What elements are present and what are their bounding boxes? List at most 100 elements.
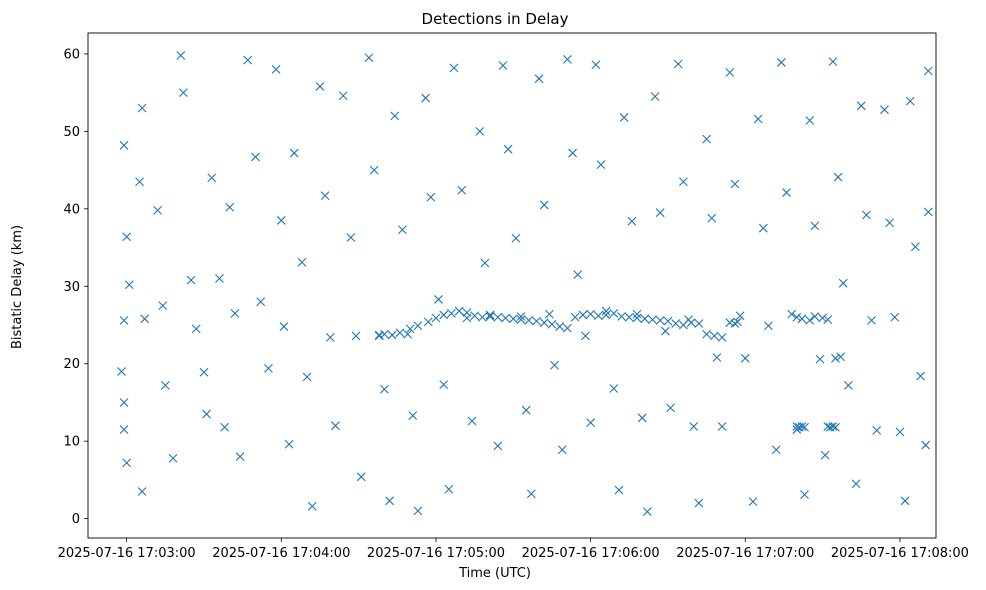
data-point: [655, 208, 665, 218]
data-point: [521, 405, 531, 415]
data-point: [617, 312, 626, 321]
data-point: [792, 312, 802, 322]
data-point: [457, 185, 467, 195]
x-tick-label: 2025-07-16 17:05:00: [367, 546, 505, 561]
data-point: [160, 381, 170, 390]
data-point: [805, 116, 815, 125]
data-point: [511, 233, 521, 243]
data-point: [140, 314, 150, 324]
data-point: [655, 315, 665, 325]
data-point: [117, 367, 126, 376]
y-tick-label: 30: [63, 280, 80, 295]
data-point: [524, 315, 534, 325]
data-point: [302, 372, 312, 382]
data-point: [493, 312, 503, 322]
data-point: [916, 371, 925, 381]
data-point: [315, 82, 325, 91]
data-point: [820, 450, 830, 460]
data-point: [910, 242, 920, 252]
data-point: [202, 409, 211, 419]
data-point: [648, 315, 657, 324]
data-point: [895, 427, 905, 437]
data-point: [730, 179, 740, 189]
data-point: [673, 59, 683, 69]
data-point: [831, 353, 840, 363]
x-tick-label: 2025-07-16 17:08:00: [831, 546, 969, 561]
x-tick-label: 2025-07-16 17:04:00: [212, 546, 350, 561]
data-point: [503, 144, 513, 154]
data-point: [178, 88, 188, 98]
data-point: [230, 308, 240, 318]
data-point: [833, 172, 843, 182]
data-point: [702, 329, 711, 339]
data-point: [449, 63, 459, 73]
data-point: [609, 384, 619, 393]
data-point: [426, 192, 436, 202]
data-point: [186, 275, 196, 285]
data-point: [498, 61, 508, 70]
data-point: [694, 498, 704, 508]
data-point: [387, 330, 397, 340]
data-point: [119, 425, 129, 434]
data-point: [447, 308, 456, 318]
data-point: [764, 321, 773, 331]
data-point: [642, 507, 652, 517]
data-point: [158, 301, 168, 311]
points-layer: [117, 51, 933, 517]
data-point: [220, 422, 229, 432]
data-point: [390, 111, 400, 121]
data-point: [137, 103, 147, 113]
y-tick-label: 0: [72, 512, 80, 527]
data-point: [122, 458, 132, 468]
data-point: [660, 326, 670, 336]
data-point: [843, 381, 853, 390]
data-point: [119, 398, 129, 407]
data-point: [640, 314, 650, 324]
data-point: [671, 319, 681, 328]
data-point: [338, 91, 348, 101]
data-point: [413, 506, 423, 516]
data-point: [264, 363, 273, 373]
y-tick-label: 40: [63, 202, 80, 217]
data-point: [421, 93, 431, 103]
data-point: [614, 485, 624, 495]
data-point: [686, 318, 696, 328]
data-point: [467, 416, 477, 426]
data-point: [828, 57, 838, 67]
data-point: [637, 413, 647, 423]
data-point: [787, 309, 797, 319]
data-point: [289, 148, 299, 158]
data-point: [709, 331, 719, 341]
data-point: [578, 310, 588, 320]
data-point: [444, 484, 454, 494]
data-point: [534, 74, 544, 84]
data-point: [276, 216, 286, 225]
data-point: [380, 329, 389, 339]
data-point: [782, 188, 791, 197]
data-point: [663, 316, 673, 326]
data-point: [385, 496, 394, 506]
data-point: [526, 489, 536, 499]
data-point: [550, 360, 559, 370]
data-point: [119, 140, 129, 150]
y-tick-label: 10: [63, 435, 80, 450]
data-point: [609, 308, 619, 318]
data-point: [398, 225, 407, 235]
data-point: [539, 200, 549, 210]
data-point: [403, 329, 412, 339]
data-point: [454, 306, 464, 316]
data-point: [284, 439, 294, 449]
data-point: [689, 422, 699, 431]
data-point: [243, 55, 253, 65]
data-point: [119, 315, 129, 325]
data-point: [573, 270, 583, 280]
data-point: [176, 51, 186, 60]
data-point: [555, 322, 565, 331]
data-point: [539, 318, 549, 328]
data-point: [251, 152, 260, 162]
data-point: [356, 472, 366, 482]
data-point: [601, 306, 611, 316]
data-point: [501, 313, 510, 323]
data-point: [325, 333, 335, 342]
data-point: [199, 367, 209, 377]
